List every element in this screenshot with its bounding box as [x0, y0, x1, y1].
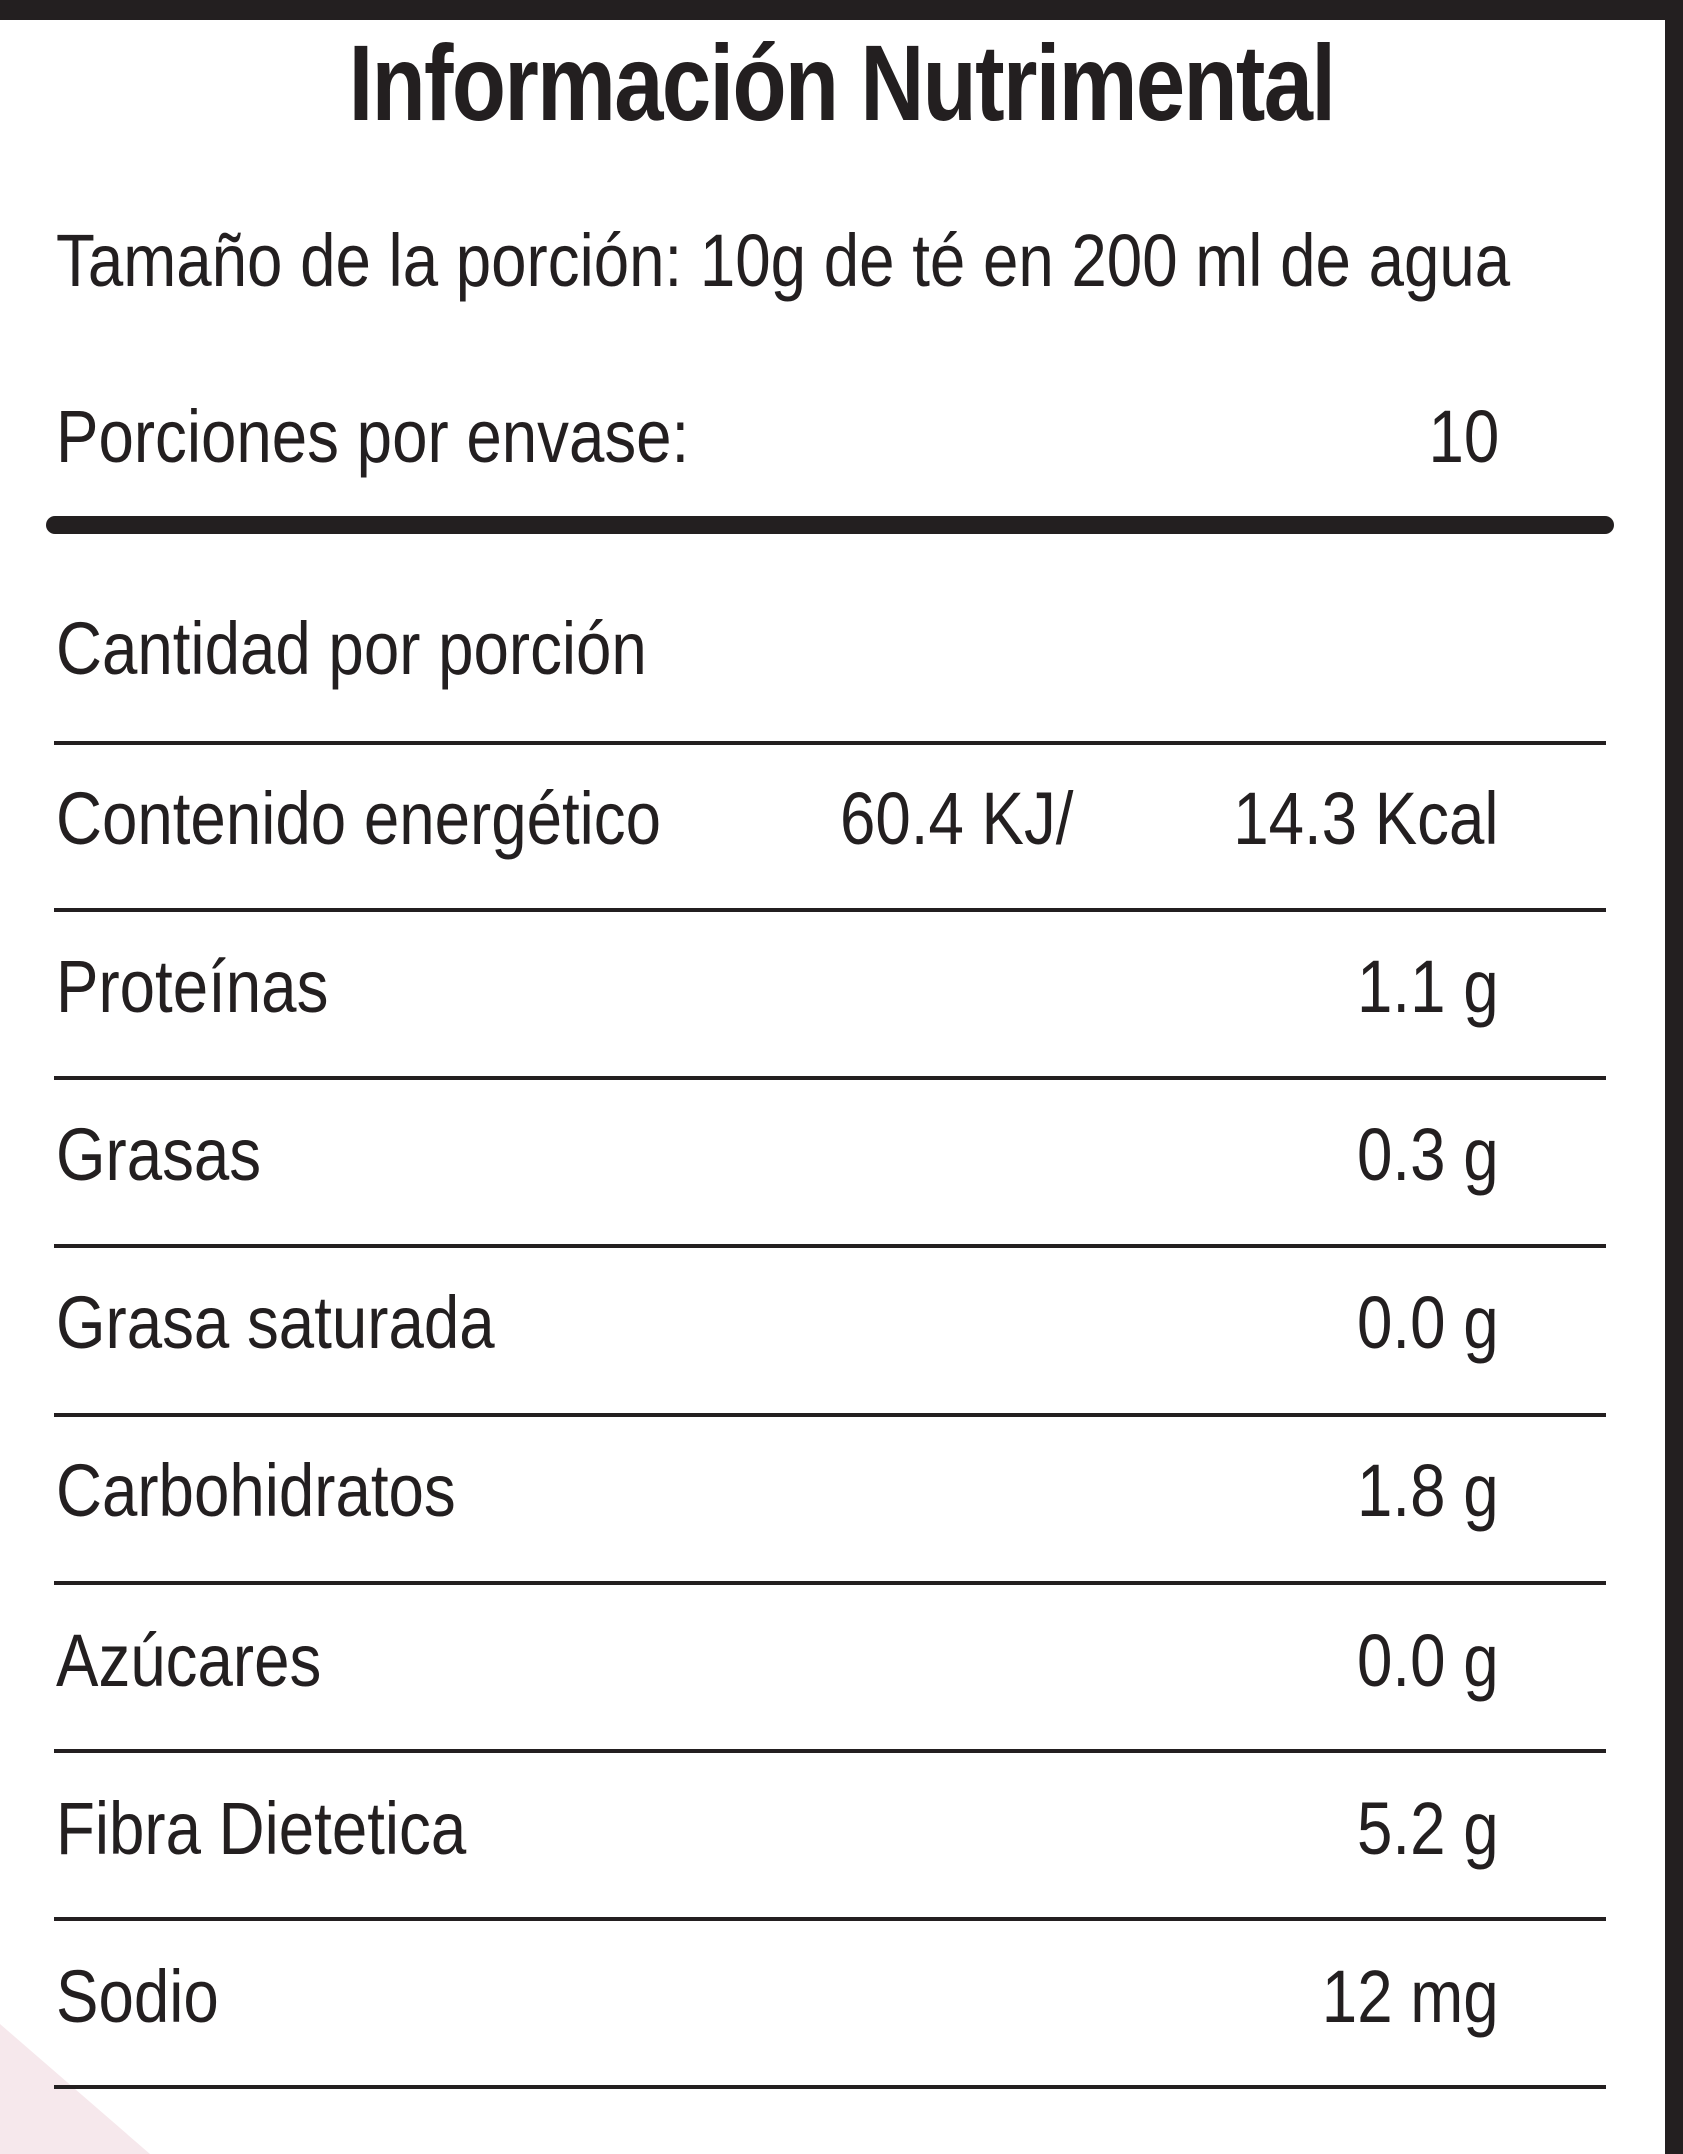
energy-label: Contenido energético — [56, 777, 662, 860]
nutrient-label-fats: Grasas — [56, 1113, 262, 1196]
divider — [54, 741, 1606, 745]
nutrient-label-sugars: Azúcares — [56, 1619, 322, 1702]
nutrient-value-saturated-fat: 0.0 g — [1357, 1281, 1499, 1364]
nutrient-label-carbohydrates: Carbohidratos — [56, 1449, 456, 1532]
nutrient-label-sodium: Sodio — [56, 1955, 219, 2038]
divider — [54, 1581, 1606, 1585]
energy-kcal-value: 14.3 Kcal — [1233, 777, 1499, 860]
nutrient-label-saturated-fat: Grasa saturada — [56, 1281, 495, 1364]
divider — [54, 1413, 1606, 1417]
nutrient-value-carbohydrates: 1.8 g — [1357, 1449, 1499, 1532]
divider — [54, 908, 1606, 912]
nutrient-label-dietary-fiber: Fibra Dietetica — [56, 1787, 467, 1870]
nutrient-value-sodium: 12 mg — [1322, 1955, 1499, 2038]
nutrition-label — [0, 20, 1665, 2154]
nutrient-value-proteins: 1.1 g — [1357, 945, 1499, 1028]
corner-decoration — [0, 2024, 150, 2154]
label-title: Información Nutrimental — [348, 22, 1336, 143]
serving-size: Tamaño de la porción: 10g de té en 200 m… — [56, 219, 1511, 302]
nutrient-value-sugars: 0.0 g — [1357, 1619, 1499, 1702]
divider — [54, 2085, 1606, 2089]
divider — [54, 1076, 1606, 1080]
divider — [54, 1244, 1606, 1248]
divider — [54, 1917, 1606, 1921]
divider — [54, 1749, 1606, 1753]
servings-per-container-label: Porciones por envase: — [56, 395, 690, 478]
energy-kj-value: 60.4 KJ/ — [840, 777, 1074, 860]
amount-per-serving-heading: Cantidad por porción — [56, 607, 647, 690]
nutrient-label-proteins: Proteínas — [56, 945, 329, 1028]
servings-per-container-value: 10 — [1428, 395, 1499, 478]
thick-divider — [46, 516, 1614, 534]
nutrient-value-fats: 0.3 g — [1357, 1113, 1499, 1196]
nutrient-value-dietary-fiber: 5.2 g — [1357, 1787, 1499, 1870]
